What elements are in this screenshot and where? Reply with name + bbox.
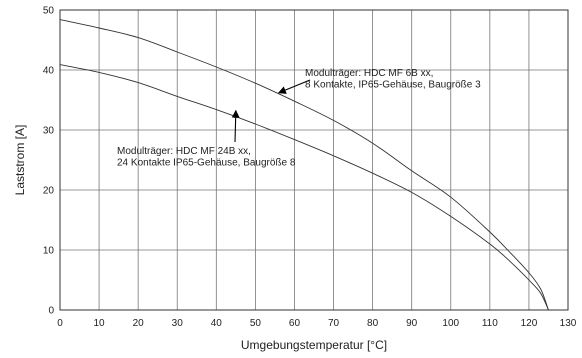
x-tick-label: 50 — [250, 318, 262, 329]
y-tick-label: 30 — [43, 126, 55, 137]
y-tick-label: 40 — [43, 66, 55, 77]
annotation-text-line: Modulträger: HDC MF 24B xx, — [117, 146, 251, 157]
x-tick-label: 90 — [406, 318, 418, 329]
annotation-arrow — [231, 109, 240, 143]
annotation-1: Modulträger: HDC MF 6B xx,8 Kontakte, IP… — [277, 68, 481, 94]
series-line-2 — [59, 64, 549, 311]
x-axis-label: Umgebungstemperatur [°C] — [241, 338, 387, 352]
y-tick-label: 50 — [43, 6, 55, 17]
x-tick-label: 70 — [328, 318, 340, 329]
annotation-text-line: 24 Kontakte IP65-Gehäuse, Baugröße 8 — [117, 158, 296, 169]
y-tick-label: 0 — [48, 306, 54, 317]
x-tick-label: 0 — [57, 318, 63, 329]
y-tick-label: 20 — [43, 186, 55, 197]
plot-frame — [59, 9, 569, 311]
annotation-text-line: 8 Kontakte, IP65-Gehäuse, Baugröße 3 — [305, 80, 481, 91]
x-tick-label: 40 — [211, 318, 223, 329]
series-layer — [59, 19, 549, 311]
x-tick-label: 10 — [94, 318, 106, 329]
annotation-arrow — [277, 79, 311, 94]
x-tick-label: 20 — [133, 318, 145, 329]
x-tick-label: 100 — [442, 318, 459, 329]
x-tick-label: 130 — [560, 318, 577, 329]
annotations: Modulträger: HDC MF 6B xx,8 Kontakte, IP… — [117, 68, 481, 169]
y-axis-label: Laststrom [A] — [13, 125, 27, 196]
x-tick-label: 120 — [521, 318, 538, 329]
annotation-text-line: Modulträger: HDC MF 6B xx, — [305, 68, 433, 79]
y-tick-label: 10 — [43, 246, 55, 257]
series-line-1 — [59, 19, 549, 311]
x-tick-label: 80 — [367, 318, 379, 329]
tick-labels: 0 10 20 30 40 50 60 70 80 90 100 110 120 130 0 10 20 30 40… — [43, 6, 577, 330]
x-tick-label: 60 — [289, 318, 301, 329]
annotation-2: Modulträger: HDC MF 24B xx,24 Kontakte I… — [117, 109, 296, 169]
x-tick-label: 110 — [482, 318, 498, 329]
x-tick-label: 30 — [172, 318, 184, 329]
